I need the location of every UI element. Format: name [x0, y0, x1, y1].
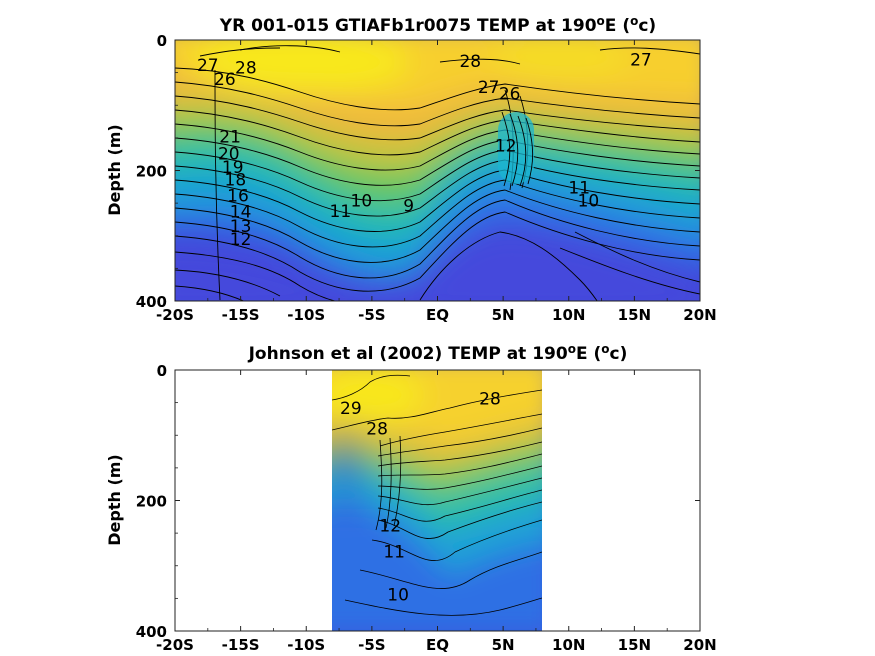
top-ytick-label: 0 — [157, 32, 167, 50]
top-ytick-label: 200 — [136, 163, 167, 181]
top-ylabel: Depth (m) — [105, 124, 124, 216]
top-contour-label: 10 — [578, 192, 600, 212]
chart-bottom: Johnson et al (2002) TEMP at 190oE (oc) — [105, 342, 717, 654]
top-xtick-label: -10S — [287, 306, 325, 324]
bottom-contour-label: 29 — [340, 399, 362, 419]
top-contour-label: 27 — [630, 51, 652, 71]
top-contour-label: 19 — [222, 158, 244, 178]
top-contour-label: 28 — [235, 58, 257, 78]
bottom-contour-label: 28 — [479, 390, 501, 410]
top-contour-label: 26 — [499, 85, 521, 105]
bottom-heatmap-field — [332, 370, 542, 631]
bottom-ytick-label: 400 — [136, 623, 167, 641]
top-axis-ticks: -20S -15S -10S -5S EQ 5N 10N 15N 20N 0 200 400 — [136, 32, 717, 324]
bottom-ytick-label: 200 — [136, 493, 167, 511]
bottom-xtick-label: 5N — [492, 636, 515, 654]
bottom-contour-label: 10 — [387, 585, 409, 605]
top-contour-label: 18 — [225, 171, 247, 191]
bottom-ytick-label: 0 — [157, 362, 167, 380]
top-contour-label: 27 — [197, 56, 219, 76]
bottom-xtick-label: -15S — [222, 636, 260, 654]
top-xtick-label: -20S — [156, 306, 194, 324]
top-xtick-label: -5S — [358, 306, 385, 324]
bottom-ylabel: Depth (m) — [105, 454, 124, 546]
top-xtick-label: EQ — [426, 306, 449, 324]
top-contour-label: 9 — [403, 197, 414, 217]
top-ytick-label: 400 — [136, 293, 167, 311]
bottom-xtick-label: -5S — [358, 636, 385, 654]
top-contour-label: 27 — [478, 78, 500, 98]
top-contour-label: 26 — [214, 70, 236, 90]
top-contour-label: 13 — [230, 217, 252, 237]
top-contour-label: 28 — [459, 52, 481, 72]
top-contour-label: 12 — [230, 230, 252, 250]
bottom-xtick-label: 15N — [618, 636, 651, 654]
bottom-xtick-label: 20N — [683, 636, 716, 654]
top-heatmap-field — [175, 40, 700, 301]
top-xtick-label: 5N — [492, 306, 515, 324]
chart-top: YR 001-015 GTIAFb1r0075 TEMP at 190oE (o… — [105, 14, 717, 324]
bottom-xtick-label: -20S — [156, 636, 194, 654]
bottom-xtick-label: -10S — [287, 636, 325, 654]
top-contour-label: 14 — [230, 203, 252, 223]
top-contour-label: 11 — [568, 178, 590, 198]
top-xtick-label: 20N — [683, 306, 716, 324]
top-contour-label: 12 — [495, 137, 517, 157]
top-contour-label: 11 — [330, 202, 352, 222]
top-xtick-label: 10N — [552, 306, 585, 324]
top-contour-label: 16 — [227, 186, 249, 206]
bottom-chart-title: Johnson et al (2002) TEMP at 190oE (oc) — [248, 342, 628, 364]
bottom-contour-label: 12 — [379, 516, 401, 536]
top-contour-label: 20 — [218, 145, 240, 165]
top-jet-contours — [501, 111, 534, 187]
bottom-xtick-label: EQ — [426, 636, 449, 654]
bottom-contour-label: 11 — [383, 542, 405, 562]
bottom-xtick-label: 10N — [552, 636, 585, 654]
top-contour-label: 21 — [219, 128, 241, 148]
bottom-axis-ticks: -20S -15S -10S -5S EQ 5N 10N 15N 20N 0 200 400 — [136, 362, 717, 654]
top-contour-label: 10 — [351, 192, 373, 212]
bottom-contour-label: 28 — [366, 420, 388, 440]
top-xtick-label: -15S — [222, 306, 260, 324]
top-xtick-label: 15N — [618, 306, 651, 324]
top-chart-title: YR 001-015 GTIAFb1r0075 TEMP at 190oE (o… — [219, 14, 656, 36]
